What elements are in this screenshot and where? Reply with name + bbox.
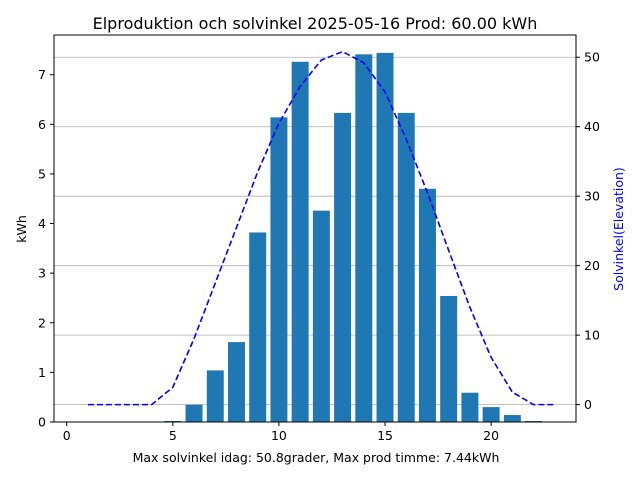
bar [206, 370, 224, 422]
bar [397, 112, 415, 423]
y-tick-label: 1 [38, 365, 46, 380]
y-tick-label: 6 [38, 117, 46, 132]
y2-tick-label: 10 [584, 328, 600, 343]
y2-tick-label: 50 [584, 50, 600, 65]
y-tick-label: 4 [38, 216, 46, 231]
y2-tick-label: 30 [584, 189, 600, 204]
y-tick-label: 3 [38, 266, 46, 281]
bar [228, 342, 245, 422]
x-tick-label: 15 [377, 428, 393, 443]
y-axis-right: 0 10 20 30 40 50 [576, 50, 600, 412]
y-axis-label: kWh [14, 215, 29, 243]
bar [461, 392, 479, 422]
bar [482, 407, 500, 422]
bar [185, 404, 203, 422]
bar [249, 232, 267, 422]
y-tick-label: 5 [38, 166, 46, 181]
y-tick-label: 7 [38, 67, 46, 82]
bar [334, 112, 352, 423]
x-tick-label: 5 [169, 428, 177, 443]
x-axis-label: Max solvinkel idag: 50.8grader, Max prod… [133, 450, 500, 465]
y2-tick-label: 20 [584, 258, 600, 273]
y2-tick-label: 40 [584, 119, 600, 134]
x-tick-label: 0 [63, 428, 71, 443]
bar [376, 52, 394, 422]
chart-title: Elproduktion och solvinkel 2025-05-16 Pr… [93, 14, 538, 33]
bar [312, 210, 330, 422]
x-tick-label: 10 [271, 428, 287, 443]
x-axis: 0 5 10 15 20 [63, 422, 499, 443]
y-tick-label: 0 [38, 415, 46, 430]
bar [418, 188, 436, 422]
elevation-line [87, 50, 555, 406]
x-tick-label: 20 [483, 428, 499, 443]
bar [270, 117, 288, 422]
elevation-line-group [87, 50, 555, 406]
y2-axis-label: Solvinkel(Elevation) [611, 167, 626, 291]
bar [355, 54, 373, 422]
bars [164, 52, 543, 423]
bar [503, 415, 521, 422]
y2-tick-label: 0 [584, 397, 592, 412]
bar [291, 61, 309, 423]
bar [440, 295, 458, 422]
plot-frame [53, 34, 577, 423]
y-tick-label: 2 [38, 315, 46, 330]
y-axis-left: 0 1 2 3 4 5 6 7 [38, 67, 54, 430]
